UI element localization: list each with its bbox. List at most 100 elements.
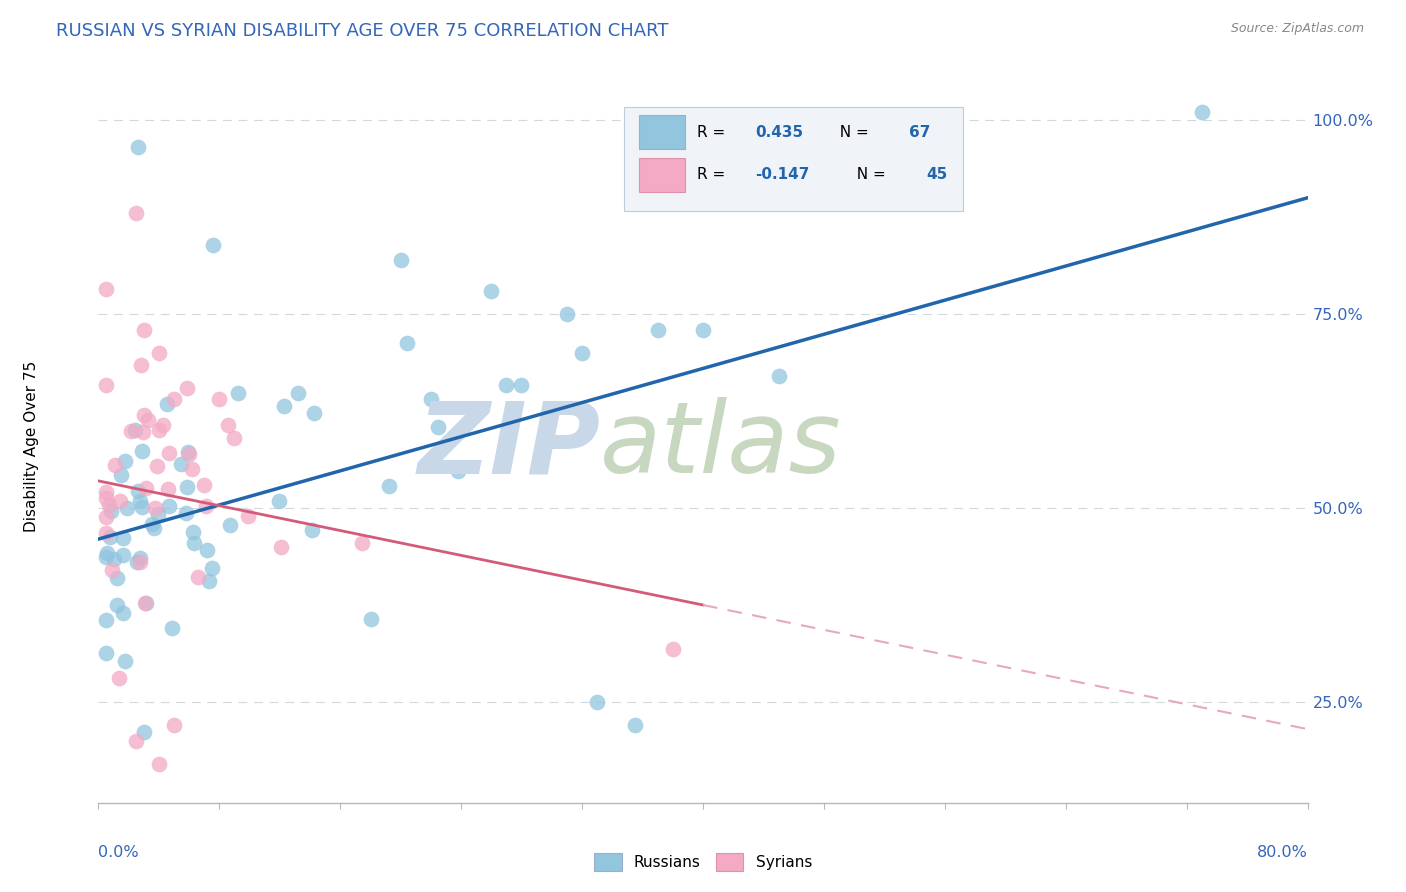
Point (152, 418, 174, 433)
Text: N =: N = (830, 125, 873, 139)
Point (131, 500, 153, 514)
Text: atlas: atlas (600, 398, 842, 494)
Point (304, 406, 326, 420)
Point (624, 718, 647, 732)
Point (157, 499, 180, 513)
Point (395, 336, 418, 351)
Point (193, 477, 215, 491)
Point (129, 359, 152, 373)
Point (107, 671, 129, 685)
Text: 0.435: 0.435 (755, 125, 803, 139)
FancyBboxPatch shape (624, 107, 963, 211)
Point (94, 549, 117, 564)
Point (481, 284, 503, 298)
Point (148, 757, 170, 772)
Point (114, 655, 136, 669)
Text: 67: 67 (908, 125, 929, 139)
Point (111, 606, 134, 620)
Point (125, 206, 148, 220)
Point (148, 346, 170, 360)
Point (647, 323, 669, 337)
Point (224, 431, 246, 445)
Point (176, 480, 198, 494)
Point (134, 596, 156, 610)
Text: RUSSIAN VS SYRIAN DISABILITY AGE OVER 75 CORRELATION CHART: RUSSIAN VS SYRIAN DISABILITY AGE OVER 75… (56, 22, 669, 40)
Point (157, 446, 180, 460)
Point (148, 424, 170, 438)
Point (105, 599, 128, 613)
Point (127, 483, 149, 498)
Point (94, 526, 117, 541)
Point (360, 612, 382, 626)
Point (174, 506, 197, 520)
Point (195, 542, 218, 557)
Point (555, 307, 578, 321)
Point (183, 535, 205, 549)
Point (98, 530, 121, 544)
Point (129, 494, 152, 508)
Point (142, 521, 165, 535)
Point (170, 457, 193, 471)
Point (94, 378, 117, 392)
Point (197, 574, 219, 588)
Point (176, 381, 198, 395)
Point (692, 323, 714, 337)
Text: Disability Age Over 75: Disability Age Over 75 (24, 360, 39, 532)
Point (114, 454, 136, 468)
Point (177, 445, 200, 459)
Point (132, 323, 155, 337)
Point (94, 491, 117, 505)
Point (94, 613, 117, 627)
Point (389, 252, 412, 267)
Point (131, 444, 153, 458)
Point (160, 621, 183, 635)
Text: R =: R = (697, 168, 730, 182)
Text: Source: ZipAtlas.com: Source: ZipAtlas.com (1230, 22, 1364, 36)
Point (94, 509, 117, 524)
Point (128, 555, 150, 569)
Point (509, 377, 531, 392)
Point (94, 646, 117, 660)
FancyBboxPatch shape (638, 158, 685, 192)
Point (120, 424, 142, 438)
Point (125, 733, 148, 747)
Point (495, 378, 517, 392)
FancyBboxPatch shape (638, 115, 685, 149)
Point (112, 548, 135, 562)
Point (94, 484, 117, 499)
Point (111, 531, 134, 545)
Point (571, 346, 593, 360)
Point (104, 458, 127, 472)
Point (97, 498, 120, 512)
Point (200, 561, 222, 575)
Point (180, 461, 202, 475)
Text: 45: 45 (927, 168, 948, 182)
Point (201, 238, 224, 252)
Point (226, 386, 249, 401)
Point (181, 525, 204, 540)
Point (447, 464, 470, 478)
Point (132, 408, 155, 422)
Text: -0.147: -0.147 (755, 168, 810, 182)
Point (117, 500, 139, 515)
Point (236, 508, 259, 523)
Text: 80.0%: 80.0% (1257, 846, 1308, 861)
Text: ZIP: ZIP (418, 398, 600, 494)
Point (1191, 105, 1213, 120)
Point (163, 392, 186, 407)
Point (135, 482, 157, 496)
Point (110, 468, 132, 483)
Point (195, 499, 218, 513)
Point (100, 504, 122, 518)
Point (377, 478, 399, 492)
Legend: Russians, Syrians: Russians, Syrians (588, 847, 818, 877)
Point (127, 140, 149, 154)
Point (426, 419, 449, 434)
Point (208, 392, 231, 407)
Text: N =: N = (846, 168, 890, 182)
Point (105, 572, 128, 586)
Point (267, 494, 290, 508)
Point (108, 494, 131, 508)
Point (136, 413, 159, 427)
Point (218, 517, 240, 532)
